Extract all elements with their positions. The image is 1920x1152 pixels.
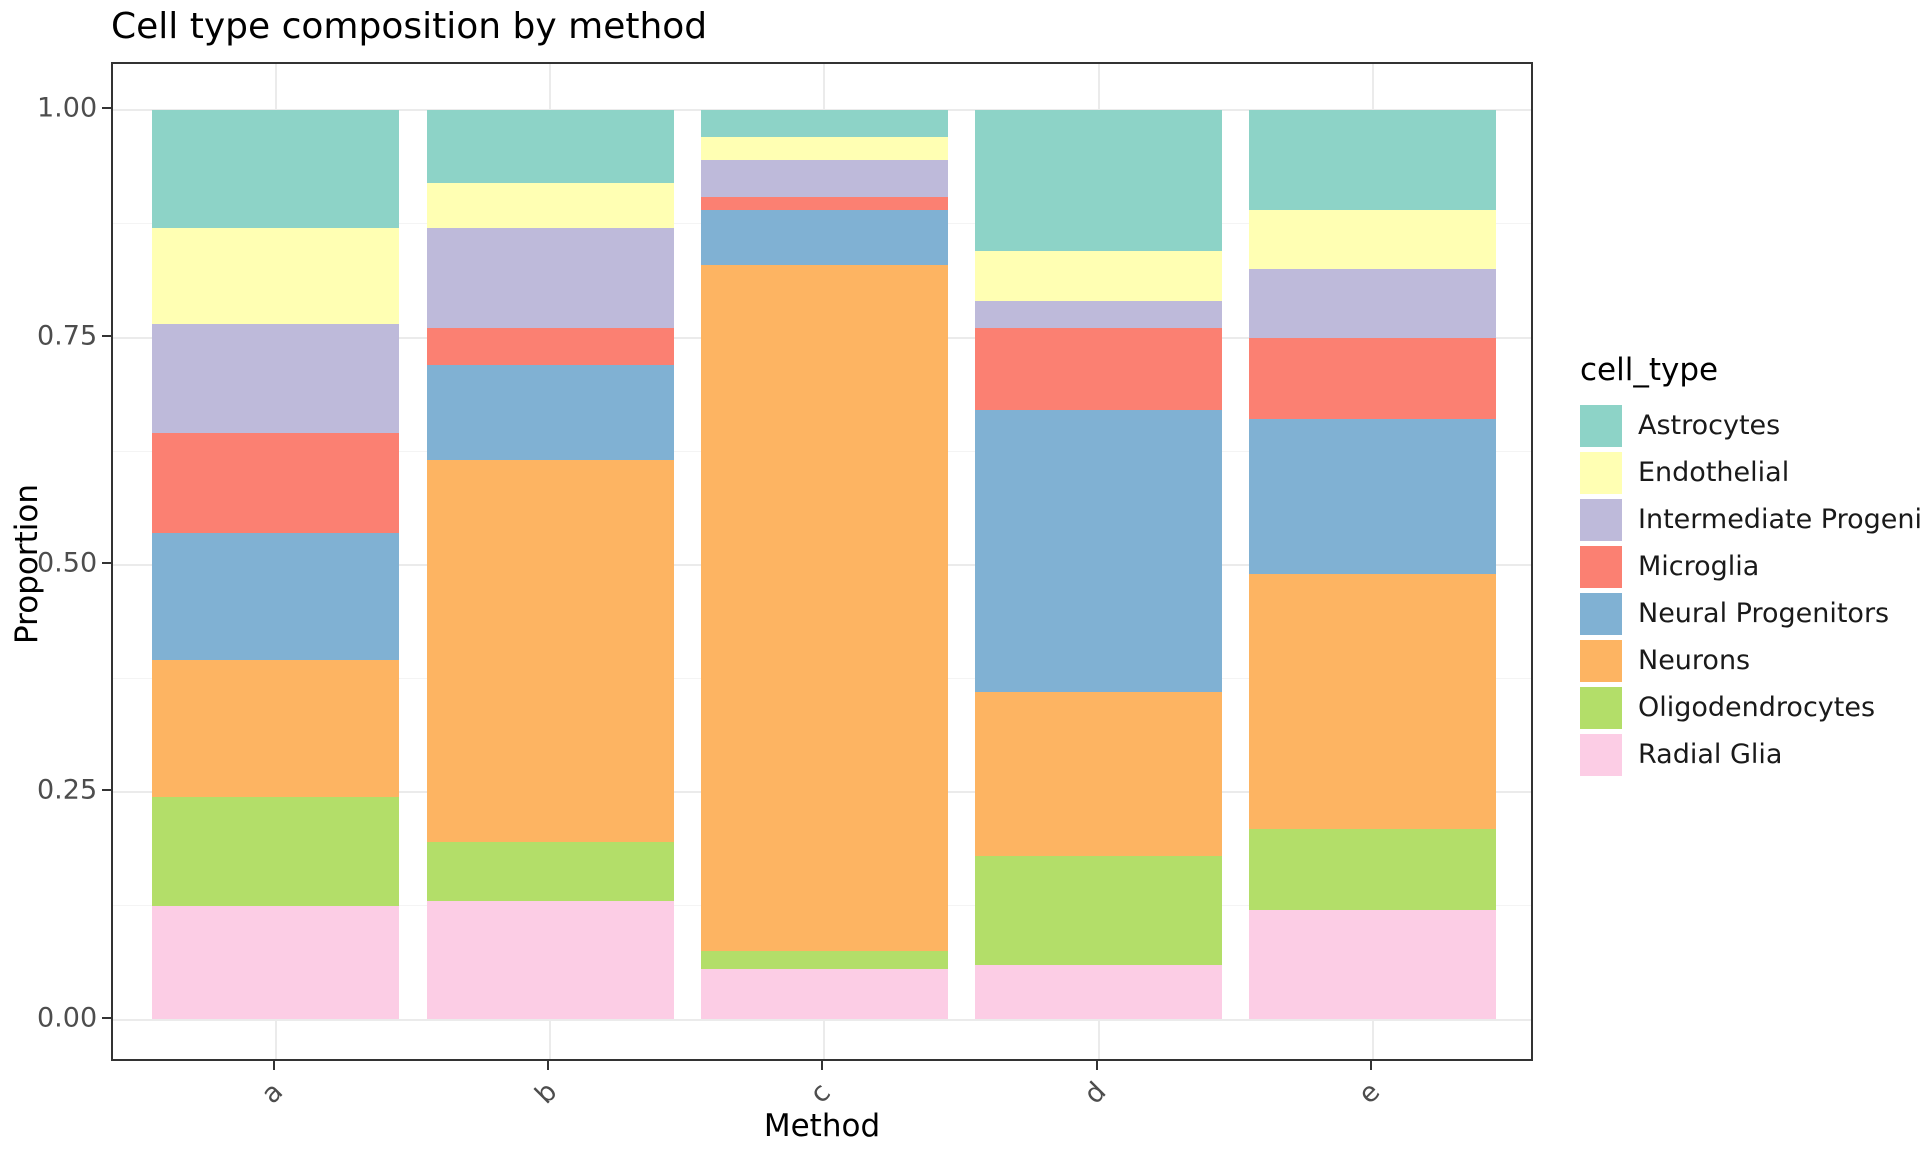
bar-segment-e-intermediate-progenitors — [1249, 269, 1497, 338]
x-tick-mark — [547, 1061, 549, 1070]
legend-label: Radial Glia — [1638, 739, 1783, 770]
bar-segment-b-microglia — [426, 328, 674, 365]
y-tick-mark — [102, 107, 111, 110]
bar-segment-c-intermediate-progenitors — [700, 160, 948, 197]
y-tick-label: 0.00 — [37, 1002, 98, 1033]
y-tick-mark — [102, 1016, 111, 1019]
legend-label: Microglia — [1638, 551, 1760, 582]
major-gridline — [113, 1018, 1531, 1021]
bar-segment-c-oligodendrocytes — [700, 951, 948, 970]
x-tick-label: a — [255, 1076, 289, 1111]
bar-segment-b-astrocytes — [426, 110, 674, 183]
bar-segment-d-oligodendrocytes — [975, 855, 1223, 965]
legend-label: Astrocytes — [1638, 410, 1781, 441]
legend: cell_type Astrocytes Endothelial Intermedi… — [1580, 352, 1920, 778]
bar-segment-b-endothelial — [426, 182, 674, 229]
legend-swatch-intermediate-progenitors — [1580, 498, 1622, 541]
bar-segment-c-microglia — [700, 196, 948, 211]
chart-title: Cell type composition by method — [111, 6, 708, 47]
x-tick-label: b — [529, 1076, 564, 1111]
y-tick-label: 1.00 — [37, 92, 98, 124]
x-tick-mark — [821, 1061, 824, 1070]
legend-swatch-neural-progenitors — [1580, 592, 1622, 635]
bar-segment-d-intermediate-progenitors — [975, 301, 1223, 329]
legend-item: Radial Glia — [1580, 731, 1910, 778]
bar-segment-b-radial-glia — [426, 901, 674, 1020]
bar-segment-b-intermediate-progenitors — [426, 228, 674, 329]
bar-segment-a-neurons — [152, 660, 400, 797]
legend-item: Neural Progenitors — [1580, 590, 1910, 637]
y-tick-label: 0.25 — [37, 774, 98, 806]
legend-item: Astrocytes — [1580, 402, 1910, 449]
bar-segment-e-microglia — [1249, 337, 1497, 420]
y-tick-label: 0.50 — [37, 547, 98, 579]
bar-segment-c-radial-glia — [700, 969, 948, 1020]
bar-segment-c-neural-progenitors — [700, 210, 948, 265]
y-tick-label: 0.75 — [37, 320, 98, 352]
legend-swatch-radial-glia — [1580, 733, 1622, 776]
legend-items: Astrocytes Endothelial Intermediate Progen… — [1580, 402, 1920, 778]
bar-segment-d-radial-glia — [975, 964, 1223, 1020]
legend-swatch-neurons — [1580, 639, 1622, 682]
bar-segment-a-neural-progenitors — [152, 533, 400, 661]
bar-segment-d-endothelial — [975, 251, 1223, 302]
bar-segment-b-oligodendrocytes — [426, 842, 674, 902]
x-tick-mark — [1369, 1061, 1372, 1070]
bar-segment-a-astrocytes — [152, 110, 400, 229]
legend-label: Endothelial — [1638, 457, 1790, 488]
y-tick-mark — [102, 789, 111, 792]
x-tick-label: c — [804, 1076, 838, 1110]
legend-label: Neurons — [1638, 645, 1751, 676]
bar-segment-b-neurons — [426, 460, 674, 843]
bar-segment-e-endothelial — [1249, 210, 1497, 270]
legend-label: Intermediate Progenitors — [1638, 504, 1920, 535]
legend-label: Neural Progenitors — [1638, 598, 1890, 629]
legend-swatch-microglia — [1580, 545, 1622, 588]
x-axis-title: Method — [763, 1108, 881, 1144]
bar-segment-a-endothelial — [152, 228, 400, 324]
y-tick-mark — [102, 334, 111, 337]
bar-segment-c-endothelial — [700, 137, 948, 161]
bar-segment-d-astrocytes — [975, 110, 1223, 252]
bar-segment-d-neurons — [975, 692, 1223, 856]
legend-label: Oligodendrocytes — [1638, 692, 1876, 723]
bar-segment-e-astrocytes — [1249, 110, 1497, 211]
legend-swatch-oligodendrocytes — [1580, 686, 1622, 729]
bar-segment-e-neurons — [1249, 573, 1497, 829]
legend-item: Oligodendrocytes — [1580, 684, 1910, 731]
bar-segment-a-microglia — [152, 433, 400, 534]
legend-item: Intermediate Progenitors — [1580, 496, 1920, 543]
legend-swatch-endothelial — [1580, 451, 1622, 494]
bar-segment-e-radial-glia — [1249, 910, 1497, 1020]
bar-segment-a-oligodendrocytes — [152, 796, 400, 906]
legend-item: Microglia — [1580, 543, 1910, 590]
bar-segment-a-radial-glia — [152, 905, 400, 1020]
legend-item: Endothelial — [1580, 449, 1910, 496]
x-tick-mark — [272, 1061, 275, 1070]
x-tick-label: e — [1352, 1076, 1387, 1111]
bar-segment-a-intermediate-progenitors — [152, 323, 400, 433]
bar-segment-c-neurons — [700, 264, 948, 952]
bar-segment-c-astrocytes — [700, 110, 948, 138]
x-tick-label: d — [1077, 1076, 1112, 1111]
bar-segment-b-neural-progenitors — [426, 364, 674, 461]
legend-title: cell_type — [1580, 352, 1719, 388]
bar-segment-d-microglia — [975, 328, 1223, 411]
plot-panel — [111, 62, 1533, 1061]
bar-segment-e-oligodendrocytes — [1249, 828, 1497, 911]
legend-swatch-astrocytes — [1580, 404, 1622, 447]
x-tick-mark — [1095, 1061, 1098, 1070]
bar-segment-d-neural-progenitors — [975, 410, 1223, 693]
legend-item: Neurons — [1580, 637, 1910, 684]
bar-segment-e-neural-progenitors — [1249, 419, 1497, 574]
y-tick-mark — [102, 561, 111, 564]
